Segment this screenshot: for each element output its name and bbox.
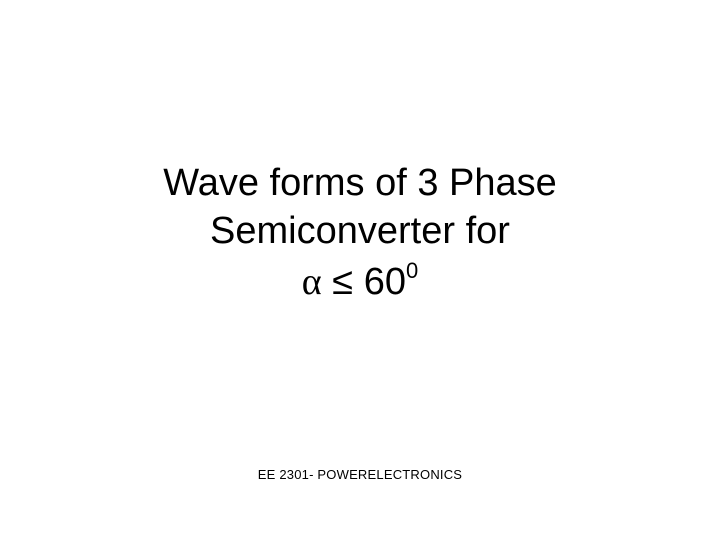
- angle-value: 60: [364, 261, 406, 303]
- leq-symbol: ≤: [332, 261, 353, 303]
- title-line-1: Wave forms of 3 Phase: [0, 160, 720, 208]
- slide: Wave forms of 3 Phase Semiconverter for …: [0, 0, 720, 540]
- slide-title: Wave forms of 3 Phase Semiconverter for …: [0, 160, 720, 307]
- title-line-2: Semiconverter for: [0, 208, 720, 256]
- angle-superscript: 0: [406, 258, 418, 283]
- alpha-symbol: α: [302, 261, 322, 303]
- title-math: α ≤ 600: [0, 259, 720, 307]
- slide-footer: EE 2301- POWERELECTRONICS: [0, 467, 720, 482]
